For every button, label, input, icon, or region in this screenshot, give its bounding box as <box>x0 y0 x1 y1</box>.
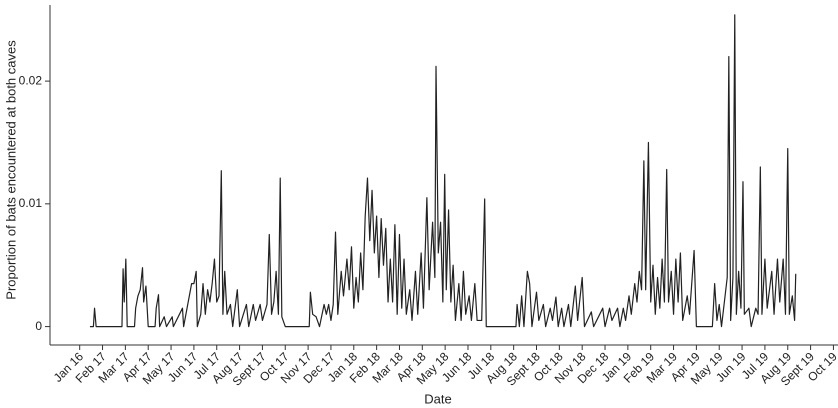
y-tick-label: 0 <box>35 319 42 333</box>
y-axis-title: Proportion of bats encountered at both c… <box>3 40 18 300</box>
x-axis-title: Date <box>424 391 451 406</box>
data-line <box>89 14 797 328</box>
y-tick-label: 0.01 <box>19 196 43 210</box>
y-tick-label: 0.02 <box>19 73 43 87</box>
